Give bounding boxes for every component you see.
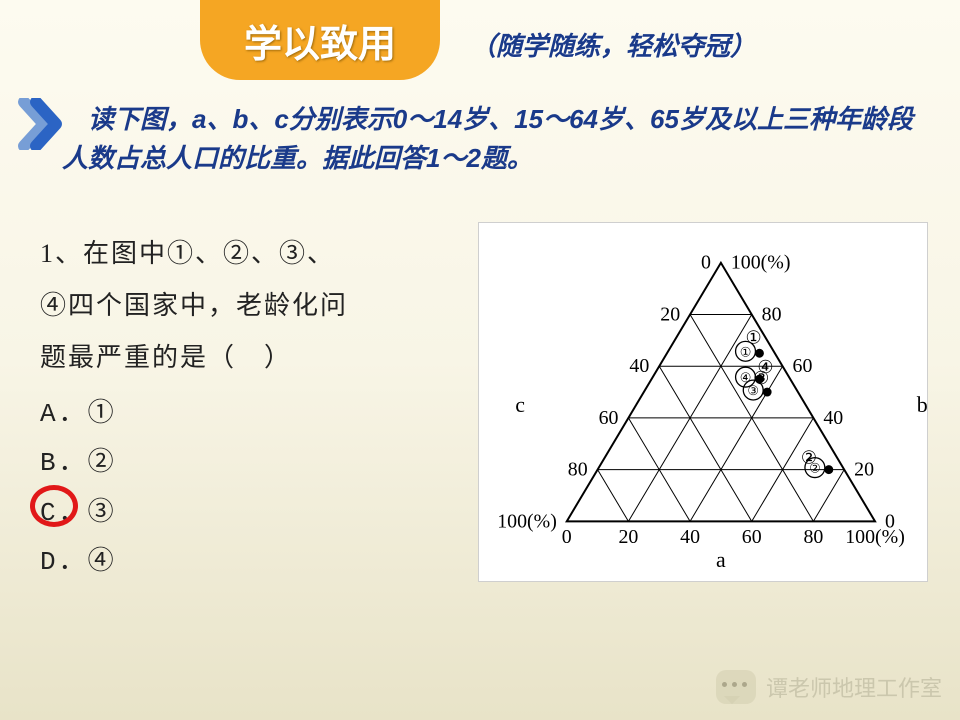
svg-text:④: ④ xyxy=(757,357,773,377)
svg-text:40: 40 xyxy=(629,355,649,377)
svg-text:60: 60 xyxy=(599,407,619,429)
question-block: 1、在图中①、②、③、 ④四个国家中，老龄化问 题最严重的是（ ） A．① B．… xyxy=(40,228,460,588)
svg-text:80: 80 xyxy=(568,459,588,481)
svg-text:0: 0 xyxy=(701,252,711,274)
intro-text: 读下图，a、b、c分别表示0～14岁、15～64岁、65岁及以上三种年龄段人数占… xyxy=(62,100,920,178)
svg-text:80: 80 xyxy=(803,526,823,548)
watermark-text: 谭老师地理工作室 xyxy=(766,671,942,703)
option-c: C．③ xyxy=(40,489,460,538)
svg-text:20: 20 xyxy=(854,459,874,481)
svg-text:40: 40 xyxy=(680,526,700,548)
question-stem-line: 题最严重的是（ ） xyxy=(40,332,460,384)
header-pill: 学以致用 xyxy=(200,0,440,80)
option-a: A．① xyxy=(40,390,460,439)
svg-text:a: a xyxy=(716,548,726,572)
svg-text:80: 80 xyxy=(762,303,782,325)
svg-text:100(%): 100(%) xyxy=(497,510,557,532)
svg-text:0: 0 xyxy=(562,526,572,548)
option-d: D．④ xyxy=(40,538,460,587)
svg-text:①: ① xyxy=(745,327,761,347)
arrow-bullet-icon xyxy=(18,98,66,150)
svg-text:20: 20 xyxy=(660,303,680,325)
ternary-diagram: 0 20 40 60 80 100(%) 100(%) 80 60 40 20 0 0 20 40 60 80 1… xyxy=(478,222,928,582)
svg-text:0: 0 xyxy=(885,510,895,532)
svg-text:c: c xyxy=(515,393,525,417)
svg-text:40: 40 xyxy=(823,407,843,429)
options-list: A．① B．② C．③ D．④ xyxy=(40,390,460,588)
svg-text:60: 60 xyxy=(742,526,762,548)
svg-text:60: 60 xyxy=(793,355,813,377)
svg-text:100(%): 100(%) xyxy=(731,252,791,274)
svg-text:②: ② xyxy=(801,448,817,468)
header-subtitle: （随学随练，轻松夺冠） xyxy=(470,26,756,63)
svg-text:20: 20 xyxy=(618,526,638,548)
wechat-bubble-icon xyxy=(716,670,756,704)
watermark: 谭老师地理工作室 xyxy=(716,670,942,704)
option-b: B．② xyxy=(40,439,460,488)
option-c-label: C．③ xyxy=(40,498,117,528)
question-stem-line: ④四个国家中，老龄化问 xyxy=(40,280,460,332)
question-stem-line: 1、在图中①、②、③、 xyxy=(40,228,460,280)
svg-text:④: ④ xyxy=(740,370,752,385)
svg-text:100(%): 100(%) xyxy=(845,526,905,548)
header-title: 学以致用 xyxy=(244,13,396,68)
svg-text:b: b xyxy=(917,393,927,417)
